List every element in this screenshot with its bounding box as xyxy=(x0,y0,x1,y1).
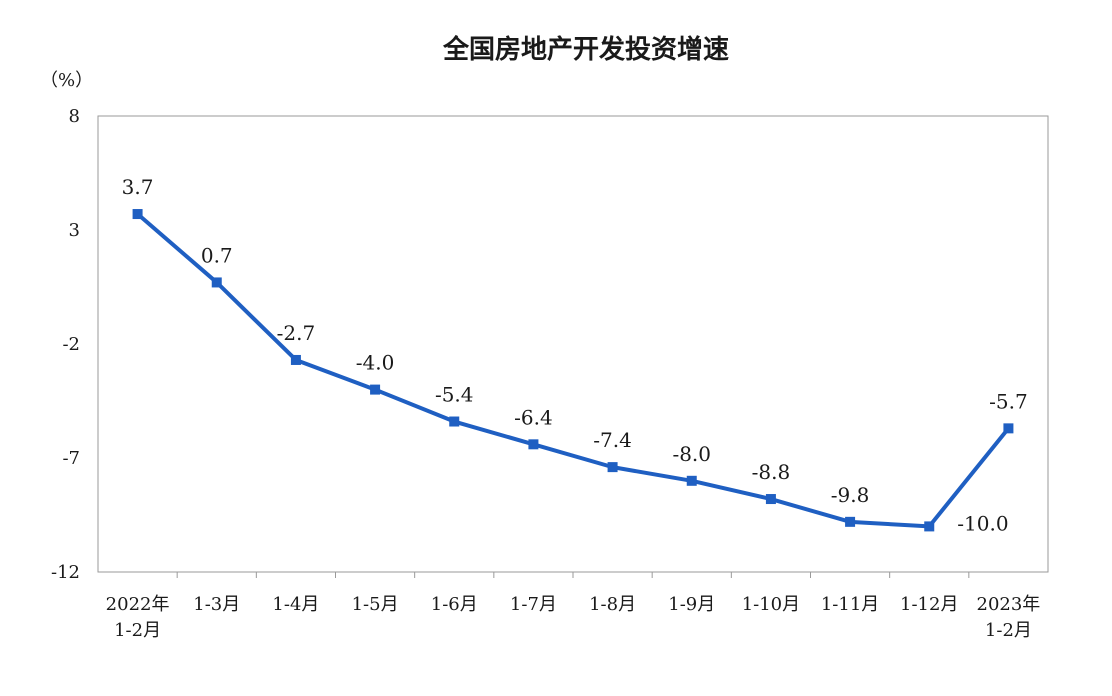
x-tick-label: 1-10月 xyxy=(742,594,800,615)
y-tick-label: -12 xyxy=(51,562,80,583)
data-label: -8.8 xyxy=(752,460,791,484)
data-label: -4.0 xyxy=(356,351,395,375)
x-tick-label: 1-4月 xyxy=(272,594,319,615)
data-point-marker xyxy=(765,494,776,505)
data-label: -6.4 xyxy=(514,405,553,429)
x-tick-label: 1-6月 xyxy=(431,594,478,615)
x-tick-label: 1-12月 xyxy=(900,594,958,615)
y-tick-label: 3 xyxy=(69,220,80,241)
series-line xyxy=(136,212,1010,529)
data-label: -5.7 xyxy=(989,389,1028,413)
data-point-marker xyxy=(607,462,618,473)
data-label: -8.0 xyxy=(672,442,711,466)
chart-title: 全国房地产开发投资增速 xyxy=(442,34,729,65)
x-tick-label: 2022年 xyxy=(106,594,170,615)
x-tick-label: 1-2月 xyxy=(985,620,1032,641)
y-tick-label: -7 xyxy=(62,448,80,469)
series-layer: 3.7 0.7 -2.7 -4.0 -5.4 -6.4 -7.4 -8.0 -8.8 -9.8 -1… xyxy=(122,175,1028,535)
y-axis-unit-label: （%） xyxy=(40,70,93,91)
data-label: -9.8 xyxy=(831,483,870,507)
x-axis-tick-marks xyxy=(176,572,970,578)
data-point-marker xyxy=(528,439,539,450)
data-point-marker xyxy=(132,209,143,220)
data-point-marker xyxy=(924,521,935,532)
data-point-marker xyxy=(845,516,856,527)
data-point-marker xyxy=(1003,423,1014,434)
x-axis-tick-labels: 2022年 1-2月 1-3月 1-4月 1-5月 1-6月 1-7月 1-8月 1-9月 1-1… xyxy=(106,594,1041,641)
x-tick-label: 1-11月 xyxy=(821,594,879,615)
y-tick-label: 8 xyxy=(69,106,80,127)
data-label: 0.7 xyxy=(201,243,233,267)
data-point-marker xyxy=(370,384,381,395)
x-tick-label: 1-9月 xyxy=(668,594,715,615)
y-axis-tick-labels: 8 3 -2 -7 -12 xyxy=(51,106,80,583)
data-point-marker xyxy=(449,416,460,427)
data-point-marker xyxy=(290,354,301,365)
data-point-marker xyxy=(686,475,697,486)
data-point-marker xyxy=(211,277,222,288)
x-tick-label: 1-5月 xyxy=(352,594,399,615)
y-tick-label: -2 xyxy=(62,334,80,355)
data-label: -10.0 xyxy=(957,511,1008,535)
data-label: -7.4 xyxy=(593,428,632,452)
x-tick-label: 1-8月 xyxy=(589,594,636,615)
plot-area-frame xyxy=(97,115,1049,573)
data-label: -5.4 xyxy=(435,383,474,407)
x-tick-label: 2023年 xyxy=(977,594,1041,615)
x-tick-label: 1-3月 xyxy=(193,594,240,615)
data-label: -2.7 xyxy=(277,321,316,345)
data-label: 3.7 xyxy=(122,175,154,199)
x-tick-label: 1-2月 xyxy=(114,620,161,641)
x-tick-label: 1-7月 xyxy=(510,594,557,615)
